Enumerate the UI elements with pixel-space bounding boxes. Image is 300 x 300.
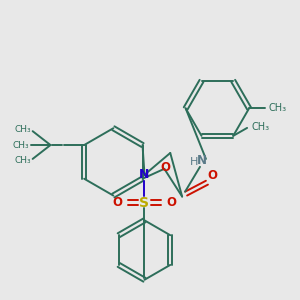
Text: CH₃: CH₃	[269, 103, 287, 113]
Text: CH₃: CH₃	[12, 140, 29, 149]
Text: CH₃: CH₃	[251, 122, 269, 132]
Text: CH₃: CH₃	[14, 156, 31, 165]
Text: O: O	[160, 161, 170, 174]
Text: H: H	[190, 157, 198, 167]
Text: O: O	[113, 196, 123, 209]
Text: O: O	[166, 196, 176, 209]
Text: CH₃: CH₃	[14, 125, 31, 134]
Text: N: N	[197, 154, 207, 167]
Text: O: O	[208, 169, 218, 182]
Text: S: S	[140, 196, 149, 209]
Text: N: N	[139, 168, 150, 181]
